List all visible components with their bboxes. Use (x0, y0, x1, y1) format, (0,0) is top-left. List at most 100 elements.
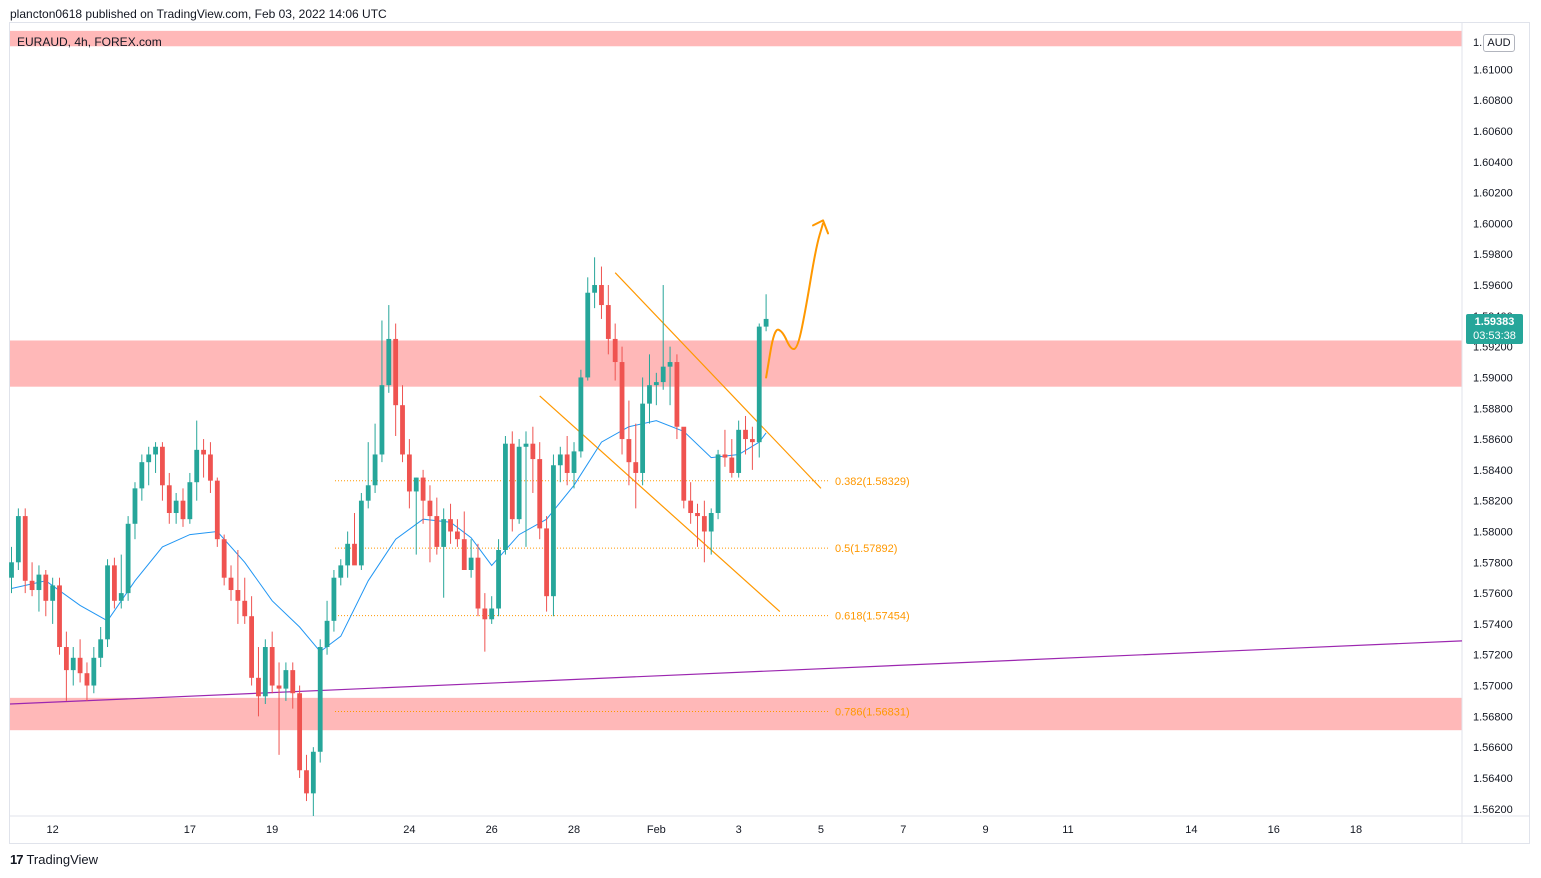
candle-70 (489, 596, 495, 624)
price-tick-label: 1.57200 (1473, 650, 1513, 662)
candle-77 (537, 442, 543, 540)
candle-66 (461, 511, 467, 570)
time-tick-label: 7 (900, 824, 906, 836)
candle-83 (578, 369, 584, 458)
candle-92 (640, 377, 646, 486)
candle-body (688, 500, 694, 514)
tradingview-logo-icon: 17 (10, 852, 24, 867)
candle-body (605, 305, 611, 339)
candle-49 (345, 531, 351, 578)
candle-body (400, 405, 405, 455)
candle-99 (688, 482, 694, 524)
candle-97 (674, 354, 680, 440)
candle-body (441, 519, 447, 547)
candle-body (132, 488, 138, 524)
candle-body (653, 382, 659, 386)
candle-30 (214, 477, 220, 547)
candle-17 (125, 516, 131, 601)
moving-average (11, 420, 767, 653)
zones-layer (10, 30, 1462, 731)
candle-body (592, 285, 597, 293)
price-tick-label: 1.59000 (1473, 372, 1513, 384)
tradingview-footer[interactable]: 17 TradingView (10, 852, 98, 867)
candle-body (15, 516, 21, 563)
price-tick-label: 1.60000 (1473, 218, 1513, 230)
candle-56 (393, 323, 399, 436)
candle-body (434, 516, 440, 547)
candle-body (413, 477, 419, 492)
price-tick-label: 1.59200 (1473, 342, 1513, 354)
candle-101 (701, 500, 707, 563)
price-tick-label: 1.58400 (1473, 465, 1513, 477)
price-tick-label: 1.59800 (1473, 249, 1513, 261)
candle-51 (358, 492, 364, 570)
candle-body (112, 565, 117, 601)
candle-body (187, 482, 193, 520)
candle-43 (304, 754, 309, 802)
candle-10 (77, 639, 83, 683)
candle-38 (269, 631, 275, 694)
candle-body (50, 585, 56, 601)
candle-54 (379, 320, 385, 463)
candle-body (585, 292, 591, 378)
candle-body (194, 449, 200, 483)
candle-body (715, 454, 721, 514)
candle-9 (70, 647, 76, 686)
candle-15 (112, 557, 117, 609)
channel-line-1[interactable] (539, 395, 781, 613)
candle-body (372, 454, 378, 486)
candle-body (84, 673, 90, 686)
candle-106 (736, 420, 742, 478)
candle-13 (98, 626, 104, 668)
candle-90 (626, 400, 632, 486)
price-tick-label: 1.60800 (1473, 95, 1513, 107)
channel-line-0[interactable] (614, 272, 822, 489)
candle-31 (221, 534, 227, 586)
candle-27 (194, 420, 200, 501)
candle-body (166, 485, 172, 514)
projection-path[interactable] (765, 222, 824, 379)
candle-body (557, 454, 563, 466)
candle-45 (317, 639, 323, 763)
price-tick-label: 1.60200 (1473, 188, 1513, 200)
candle-body (743, 429, 748, 440)
price-tick-label: 1.57000 (1473, 681, 1513, 693)
candle-52 (365, 442, 371, 509)
candle-body (523, 443, 529, 447)
candle-body (304, 770, 309, 794)
candle-87 (605, 285, 611, 355)
candle-body (503, 443, 508, 550)
candle-4 (36, 565, 42, 612)
candle-57 (400, 385, 405, 463)
candle-2 (22, 508, 28, 594)
grid-layer (10, 23, 1530, 843)
support-trendline[interactable] (9, 640, 1463, 705)
candle-18 (132, 482, 138, 540)
candle-35 (249, 596, 254, 686)
price-tick-label: 1.57600 (1473, 588, 1513, 600)
candle-40 (283, 662, 289, 701)
candle-89 (619, 346, 625, 455)
currency-button[interactable]: AUD (1483, 34, 1515, 52)
price-tick-label: 1.57800 (1473, 557, 1513, 569)
candle-body (290, 670, 296, 694)
candle-body (118, 593, 124, 601)
candle-body (358, 500, 364, 566)
candle-81 (564, 435, 570, 486)
candle-body (612, 338, 618, 363)
candle-85 (592, 257, 597, 309)
candle-98 (681, 426, 687, 509)
candle-63 (441, 508, 447, 598)
time-tick-label: 26 (486, 824, 498, 836)
price-tick-label: 1.59600 (1473, 280, 1513, 292)
price-tick-label: 1.58200 (1473, 496, 1513, 508)
candle-body (297, 693, 303, 771)
candle-body (420, 477, 426, 501)
candle-body (756, 326, 762, 443)
candle-105 (729, 439, 735, 478)
candle-34 (242, 577, 248, 624)
price-tick-label: 1.60600 (1473, 126, 1513, 138)
fib-label-2: 0.618(1.57454) (835, 611, 910, 623)
time-tick-label: 28 (568, 824, 580, 836)
